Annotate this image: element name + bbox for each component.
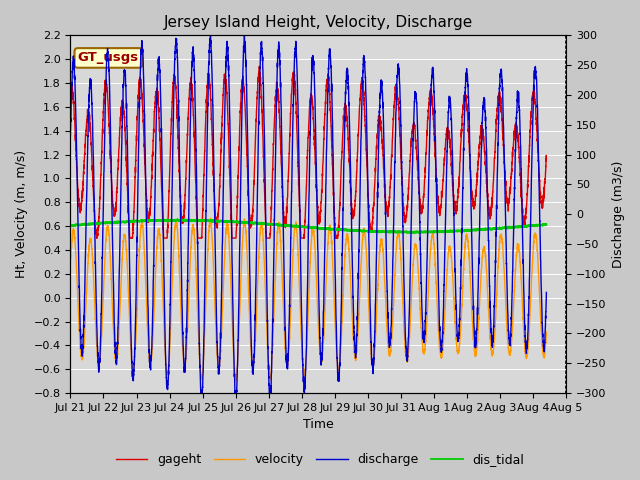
discharge — [504, 328, 512, 334]
velocity — [528, 267, 536, 273]
dis_tidal — [67, 222, 74, 228]
velocity — [271, 298, 278, 303]
discharge — [293, 60, 301, 66]
Line: velocity: velocity — [70, 218, 547, 381]
discharge — [67, 133, 74, 139]
dis_tidal — [413, 229, 420, 235]
dis_tidal — [174, 216, 182, 222]
discharge — [271, 217, 278, 223]
dis_tidal — [504, 225, 512, 230]
dis_tidal — [271, 222, 278, 228]
dis_tidal — [543, 222, 550, 228]
velocity — [232, 378, 240, 384]
discharge — [413, 99, 420, 105]
Y-axis label: Discharge (m3/s): Discharge (m3/s) — [612, 160, 625, 268]
Line: gageht: gageht — [70, 66, 547, 238]
discharge — [207, 30, 214, 36]
velocity — [67, 261, 74, 266]
velocity — [207, 216, 214, 221]
velocity — [413, 245, 420, 251]
velocity — [543, 329, 550, 335]
gageht — [267, 225, 275, 231]
Legend: gageht, velocity, discharge, dis_tidal: gageht, velocity, discharge, dis_tidal — [111, 448, 529, 471]
X-axis label: Time: Time — [303, 419, 333, 432]
Line: dis_tidal: dis_tidal — [70, 219, 547, 233]
discharge — [528, 149, 536, 155]
dis_tidal — [267, 221, 275, 227]
discharge — [232, 401, 240, 407]
dis_tidal — [528, 223, 536, 229]
gageht — [67, 87, 74, 93]
Y-axis label: Ht, Velocity (m, m/s): Ht, Velocity (m, m/s) — [15, 150, 28, 278]
velocity — [504, 346, 512, 352]
gageht — [293, 123, 301, 129]
gageht — [543, 156, 550, 162]
Line: discharge: discharge — [70, 33, 547, 404]
gageht — [528, 96, 536, 101]
gageht — [255, 63, 263, 69]
gageht — [271, 119, 278, 124]
velocity — [267, 373, 275, 379]
dis_tidal — [411, 230, 419, 236]
discharge — [267, 389, 275, 395]
gageht — [93, 235, 101, 241]
dis_tidal — [293, 222, 301, 228]
gageht — [504, 208, 512, 214]
gageht — [413, 146, 420, 152]
velocity — [293, 228, 301, 234]
discharge — [543, 289, 550, 295]
Title: Jersey Island Height, Velocity, Discharge: Jersey Island Height, Velocity, Discharg… — [164, 15, 473, 30]
Text: GT_usgs: GT_usgs — [78, 51, 139, 64]
